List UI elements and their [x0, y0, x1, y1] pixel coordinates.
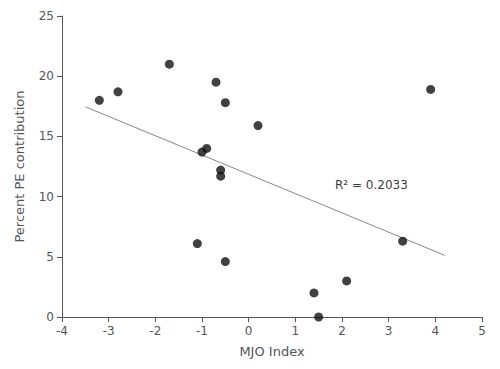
svg-text:-3: -3: [103, 324, 115, 338]
svg-text:15: 15: [39, 129, 54, 143]
svg-text:R² = 0.2033: R² = 0.2033: [335, 178, 408, 192]
svg-text:-4: -4: [56, 324, 68, 338]
svg-text:0: 0: [46, 310, 54, 324]
svg-text:-1: -1: [196, 324, 208, 338]
svg-text:25: 25: [39, 9, 54, 23]
svg-text:10: 10: [39, 190, 54, 204]
svg-text:4: 4: [432, 324, 440, 338]
svg-text:1: 1: [292, 324, 300, 338]
svg-text:0: 0: [245, 324, 253, 338]
svg-text:5: 5: [46, 250, 54, 264]
svg-text:Percent PE contribution: Percent PE contribution: [12, 90, 27, 242]
svg-text:20: 20: [39, 69, 54, 83]
svg-text:-2: -2: [149, 324, 161, 338]
svg-text:5: 5: [478, 324, 486, 338]
svg-text:2: 2: [338, 324, 346, 338]
svg-text:3: 3: [385, 324, 393, 338]
svg-text:MJO Index: MJO Index: [239, 344, 305, 359]
